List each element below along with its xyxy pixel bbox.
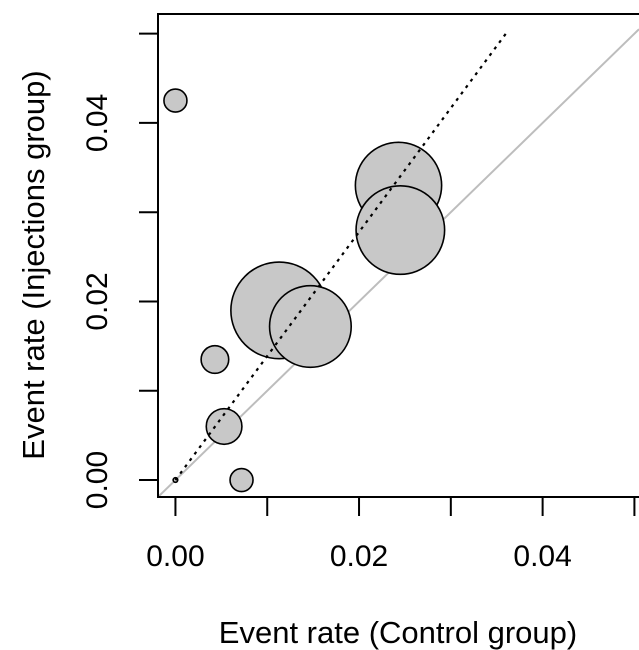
axes: 0.00 0.02 0.04 0.00 0.02 0.04 bbox=[81, 13, 639, 573]
x-tick-label-3: 0.02 bbox=[330, 540, 388, 573]
data-point-5 bbox=[205, 407, 243, 446]
data-point-3 bbox=[200, 344, 230, 375]
fit-line bbox=[174, 32, 507, 481]
plot-area bbox=[158, 28, 639, 497]
y-tick-label-3: 0.02 bbox=[81, 272, 114, 330]
data-point-9 bbox=[355, 184, 446, 276]
y-tick-label-1: 0.00 bbox=[81, 451, 114, 509]
y-axis-label: Event rate (Injections group) bbox=[16, 70, 51, 459]
data-point-1 bbox=[163, 88, 188, 113]
data-point-4 bbox=[229, 467, 254, 493]
data-point-7 bbox=[268, 284, 353, 369]
x-tick-label-1: 0.00 bbox=[146, 540, 204, 573]
x-tick-label-5: 0.04 bbox=[513, 540, 571, 573]
x-axis-label: Event rate (Control group) bbox=[219, 615, 577, 650]
plot-frame bbox=[157, 13, 639, 498]
y-tick-label-5: 0.04 bbox=[81, 94, 114, 152]
